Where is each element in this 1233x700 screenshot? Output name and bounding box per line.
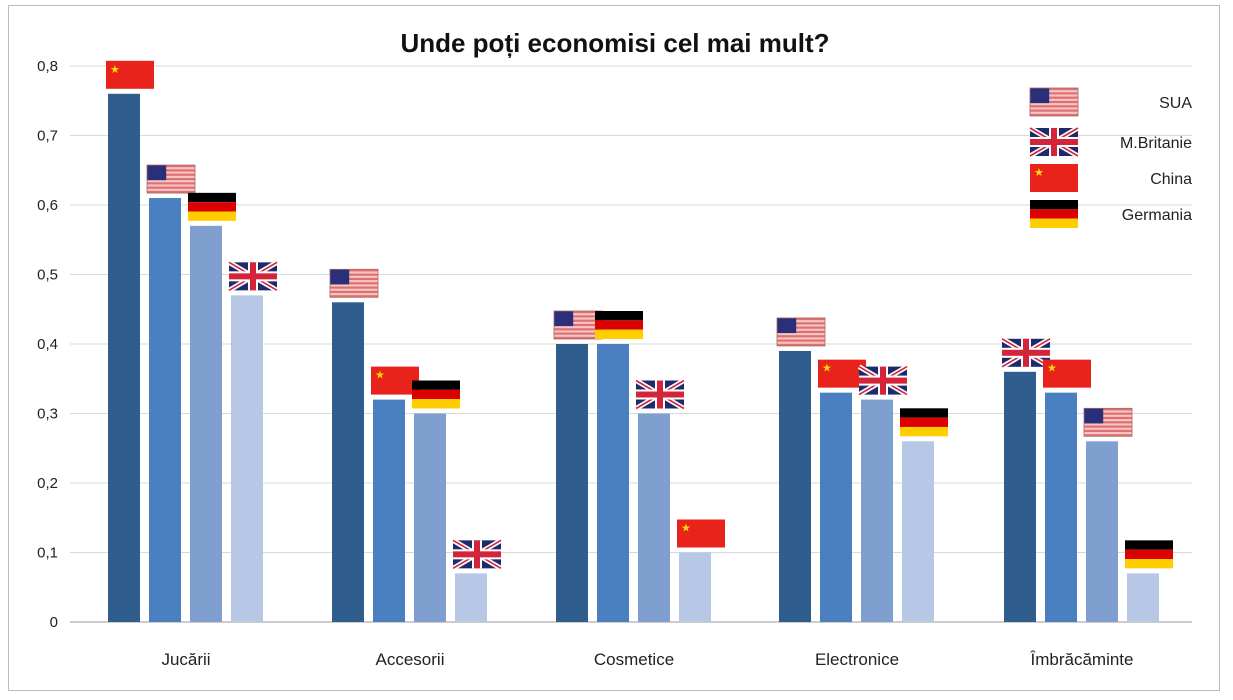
flag-sua-icon [329, 268, 379, 298]
flag-uk-icon [857, 364, 909, 397]
flag-uk-icon [634, 378, 686, 411]
flag-germania-icon [1030, 200, 1078, 228]
flag-germania-icon [595, 311, 643, 339]
flag-china-icon: ★ [1043, 359, 1091, 388]
x-category-label: Jucării [161, 650, 210, 669]
y-tick-label: 0,6 [37, 197, 58, 214]
bar-sua [556, 344, 588, 622]
y-tick-label: 0,7 [37, 128, 58, 145]
y-tick-label: 0,4 [37, 336, 58, 353]
flag-sua-icon [146, 164, 196, 194]
flag-china-icon: ★ [818, 359, 866, 388]
bar-china [1045, 392, 1077, 622]
legend-label: China [1150, 171, 1192, 188]
bar-germania [1127, 573, 1159, 622]
svg-text:★: ★ [681, 523, 691, 535]
flag-uk-icon [1000, 336, 1052, 369]
chart-frame [8, 5, 1220, 691]
bar-germania [190, 225, 222, 622]
flag-germania-icon [188, 192, 236, 221]
legend-label: SUA [1159, 95, 1192, 112]
svg-text:★: ★ [1047, 363, 1057, 375]
bar-uk [638, 413, 670, 622]
bar-sua [779, 350, 811, 622]
chart-title: Unde poți economisi cel mai mult? [400, 28, 829, 58]
flag-germania-icon [412, 380, 460, 409]
flag-china-icon: ★ [1030, 164, 1078, 192]
flag-china-icon: ★ [106, 60, 154, 89]
bar-china [679, 552, 711, 622]
bar-sua [149, 198, 181, 623]
flag-sua-icon [1083, 407, 1133, 437]
x-category-label: Electronice [815, 650, 899, 669]
y-tick-label: 0,3 [37, 406, 58, 423]
flag-china-icon: ★ [677, 519, 725, 548]
bar-uk [231, 295, 263, 622]
category-group: ★ Jucării [106, 60, 279, 669]
bar-uk [455, 573, 487, 622]
bar-germania [902, 441, 934, 622]
bar-germania [414, 413, 446, 622]
bar-sua [1086, 441, 1118, 622]
svg-text:★: ★ [375, 370, 385, 382]
svg-text:★: ★ [110, 64, 120, 76]
category-group: ★ Îmbrăcăminte [1000, 336, 1173, 669]
flag-uk-icon [451, 538, 503, 571]
legend-label: Germania [1122, 207, 1192, 224]
category-group: ★ Electronice [776, 317, 948, 669]
bar-china [820, 392, 852, 622]
y-tick-label: 0,1 [37, 545, 58, 562]
legend-item: ★ China [1030, 164, 1192, 192]
legend-item: SUA [1029, 87, 1192, 117]
flag-uk-icon [227, 260, 279, 293]
y-tick-label: 0,2 [37, 475, 58, 492]
flag-sua-icon [776, 317, 826, 347]
flag-china-icon: ★ [371, 366, 419, 395]
bar-uk [861, 399, 893, 622]
flag-sua-icon [553, 310, 603, 340]
bar-china [108, 93, 140, 623]
x-category-label: Cosmetice [594, 650, 674, 669]
y-tick-label: 0,8 [37, 58, 58, 75]
bar-uk [1004, 371, 1036, 622]
category-group: ★ Cosmetice [553, 310, 725, 669]
legend-label: M.Britanie [1120, 135, 1192, 152]
bar-sua [332, 302, 364, 622]
flag-germania-icon [1125, 540, 1173, 569]
flag-germania-icon [900, 408, 948, 437]
flag-sua-icon [1029, 87, 1079, 117]
category-group: ★ Accesorii [329, 268, 503, 669]
flag-uk-icon [1028, 125, 1080, 159]
x-category-label: Accesorii [376, 650, 445, 669]
y-tick-label: 0,5 [37, 267, 58, 284]
legend-item: Germania [1030, 200, 1192, 228]
bar-china [373, 399, 405, 622]
bar-germania [597, 344, 629, 622]
svg-text:★: ★ [822, 363, 832, 375]
legend-item: M.Britanie [1028, 125, 1192, 159]
svg-text:★: ★ [1034, 167, 1044, 179]
x-category-label: Îmbrăcăminte [1030, 650, 1134, 669]
y-tick-label: 0 [50, 614, 58, 631]
